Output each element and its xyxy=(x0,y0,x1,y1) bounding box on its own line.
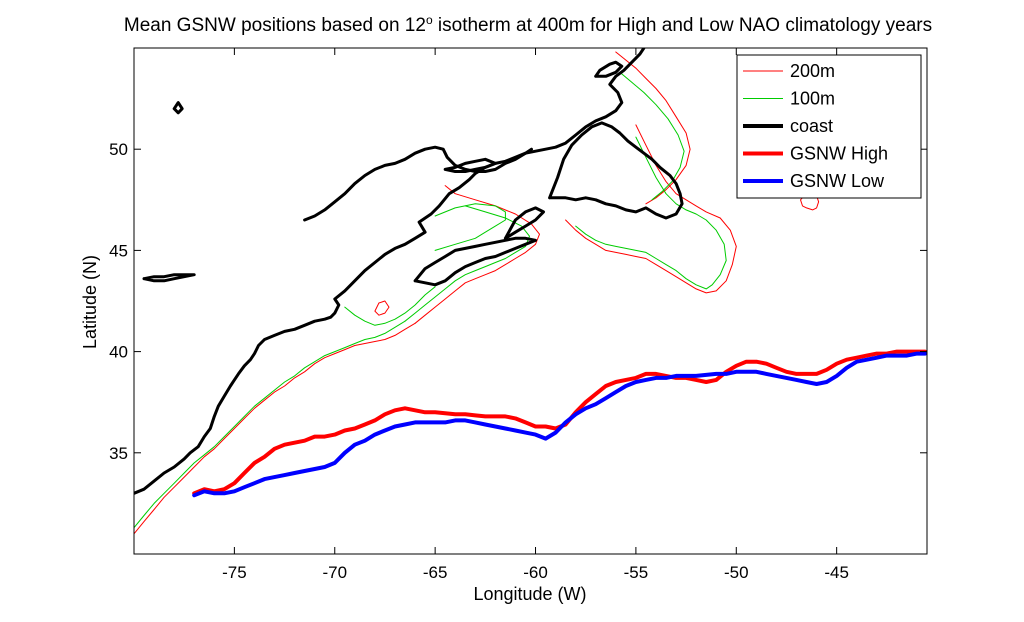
series-line-gsnw-low xyxy=(192,351,927,498)
200m-contour-line xyxy=(134,322,416,535)
coast-contour-line xyxy=(594,60,624,78)
coast-contour-line xyxy=(503,206,545,240)
legend-label: 100m xyxy=(790,89,835,109)
coast-contour-line xyxy=(548,121,684,220)
coast-contour-line xyxy=(172,101,184,115)
coast-contour-line xyxy=(134,147,533,495)
200m-contour-line xyxy=(414,185,540,324)
x-tick-label: -65 xyxy=(423,563,448,582)
coast-contour-line xyxy=(303,48,646,222)
coast-contour-line xyxy=(413,236,537,287)
y-axis: 35 40 45 50 xyxy=(109,140,927,463)
x-axis-label: Longitude (W) xyxy=(473,584,586,604)
chart-title-rest: isotherm at 400m for High and Low NAO cl… xyxy=(433,15,933,36)
legend-label: GSNW Low xyxy=(790,171,885,191)
chart-title: Mean GSNW positions based on 12o isother… xyxy=(124,13,932,36)
x-tick-label: -75 xyxy=(222,563,247,582)
x-axis: -75 -70 -65 -60 -55 -50 -45 xyxy=(222,48,849,582)
x-tick-label: -50 xyxy=(724,563,749,582)
contour-lines xyxy=(134,48,820,535)
y-tick-label: 40 xyxy=(109,343,128,362)
100m-contour-line xyxy=(404,205,530,322)
plot-frame xyxy=(133,47,928,555)
y-tick-label: 50 xyxy=(109,140,128,159)
y-axis-label: Latitude (N) xyxy=(80,255,100,349)
chart-title-superscript: o xyxy=(426,13,433,27)
y-tick-label: 35 xyxy=(109,444,128,463)
legend-label: 200m xyxy=(790,61,835,81)
x-tick-label: -55 xyxy=(624,563,649,582)
100m-contour-line xyxy=(344,286,436,326)
200m-contour-line xyxy=(565,124,737,294)
data-series xyxy=(192,349,927,498)
chart-title-main: Mean GSNW positions based on 12 xyxy=(124,15,426,36)
y-tick-label: 45 xyxy=(109,241,128,260)
coast-contour-line xyxy=(142,273,196,283)
coast-contour-line xyxy=(443,157,497,173)
legend-label: coast xyxy=(790,116,833,136)
100m-contour-line xyxy=(134,320,406,529)
200m-contour-line xyxy=(374,300,390,316)
legend: 200m 100m coast GSNW High GSNW Low xyxy=(736,54,922,199)
legend-label: GSNW High xyxy=(790,144,888,164)
100m-contour-line xyxy=(434,203,506,251)
x-tick-label: -70 xyxy=(322,563,347,582)
200m-contour-line xyxy=(615,51,691,205)
x-tick-label: -45 xyxy=(824,563,849,582)
x-tick-label: -60 xyxy=(523,563,548,582)
100m-contour-line xyxy=(619,71,685,201)
